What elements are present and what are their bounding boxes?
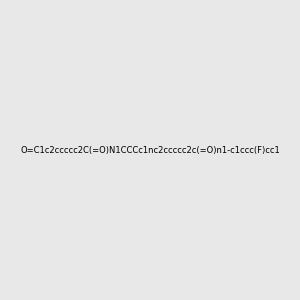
Text: O=C1c2ccccc2C(=O)N1CCCc1nc2ccccc2c(=O)n1-c1ccc(F)cc1: O=C1c2ccccc2C(=O)N1CCCc1nc2ccccc2c(=O)n1… [20, 146, 280, 154]
